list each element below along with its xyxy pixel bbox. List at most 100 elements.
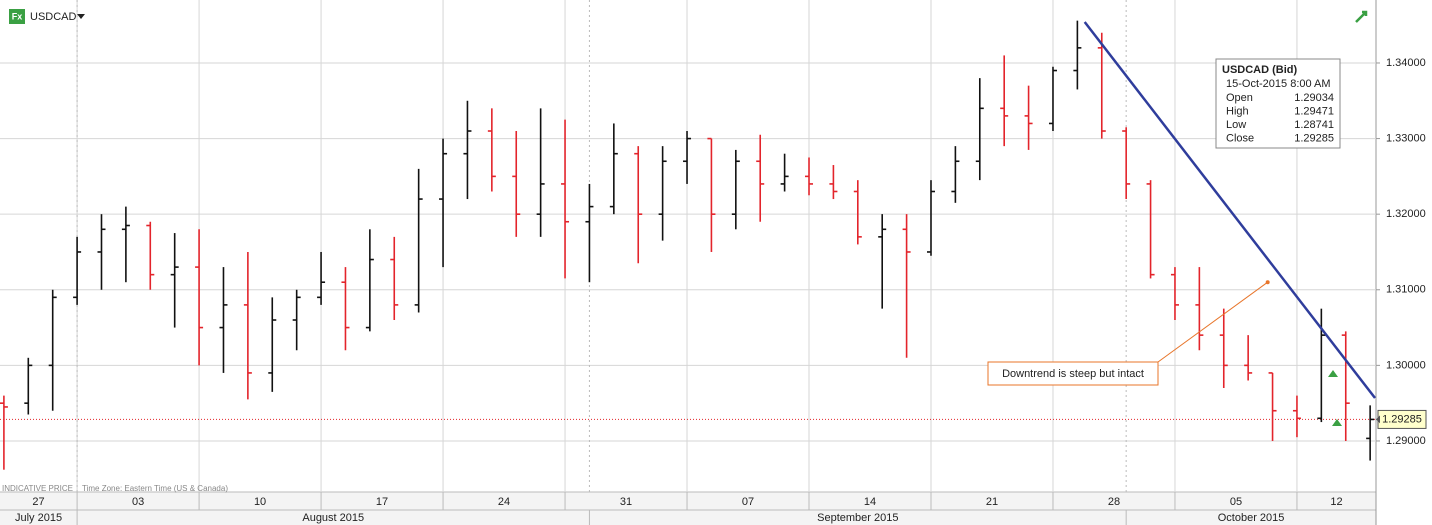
footer-text: INDICATIVE PRICE: [2, 484, 73, 493]
annotation-text: Downtrend is steep but intact: [1002, 368, 1144, 380]
ohlc-bar: [1122, 127, 1131, 200]
y-tick-label: 1.30000: [1386, 359, 1426, 371]
ohlc-bar: [292, 289, 301, 351]
trendline[interactable]: [1083, 21, 1377, 399]
ohlc-bar: [585, 183, 594, 283]
tooltip-label: Low: [1226, 119, 1246, 131]
ohlc-bar: [609, 123, 618, 215]
ohlc-bar: [48, 289, 57, 411]
ohlc-bar: [1146, 180, 1155, 279]
ohlc-bar: [683, 131, 692, 184]
ohlc-bar: [536, 108, 545, 237]
tooltip-label: Open: [1226, 92, 1253, 104]
tooltip-label: High: [1226, 105, 1249, 117]
x-tick-label: 31: [620, 496, 632, 508]
month-label: August 2015: [302, 512, 364, 524]
annotation-box[interactable]: [987, 361, 1159, 386]
ohlc-bar: [902, 214, 911, 358]
tooltip-value: 1.29034: [1294, 92, 1334, 104]
month-label: July 2015: [15, 512, 62, 524]
y-tick-label: 1.31000: [1386, 284, 1426, 296]
symbol-title[interactable]: USDCAD: [30, 11, 77, 23]
ohlc-bar: [658, 146, 667, 241]
y-tick-label: 1.33000: [1386, 132, 1426, 144]
ohlc-bar: [878, 214, 887, 309]
ohlc-bar: [1292, 395, 1301, 438]
last-price-label: 1.29285: [1382, 413, 1422, 425]
annotation-leader: [1157, 281, 1268, 363]
x-tick-label: 17: [376, 496, 388, 508]
trend-icon[interactable]: [1355, 10, 1368, 23]
ohlc-bar: [707, 137, 716, 252]
ohlc-bar: [390, 236, 399, 321]
ohlc-bar: [829, 165, 838, 200]
tooltip: USDCAD (Bid) 15-Oct-2015 8:00 AM Open 1.290…: [1215, 58, 1341, 149]
tooltip-label: Close: [1226, 132, 1254, 144]
ohlc-bar: [317, 251, 326, 305]
labels: 1.29000 1.30000 1.31000 1.32000 1.33000 1.340…: [15, 57, 1427, 524]
x-tick-label: 14: [864, 496, 876, 508]
marks: [0, 20, 1377, 470]
last-price-pointer: [1376, 415, 1380, 424]
ohlc-bar: [365, 229, 374, 332]
tooltip-value: 1.29471: [1294, 105, 1334, 117]
ohlc-bar: [805, 157, 814, 196]
ohlc-bar: [1097, 32, 1106, 139]
event-marker[interactable]: [1328, 370, 1338, 377]
x-tick-label: 07: [742, 496, 754, 508]
ohlc-bar: [975, 78, 984, 181]
ohlc-bar: [195, 229, 204, 366]
ohlc-bar: [951, 146, 960, 203]
ohlc-bar: [1268, 372, 1277, 441]
ohlc-bar: [1195, 267, 1204, 351]
ohlc-bar: [1000, 55, 1009, 147]
ohlc-bar: [24, 357, 33, 415]
tooltip-title: USDCAD (Bid): [1222, 64, 1297, 76]
ohlc-bar: [1219, 308, 1228, 389]
symbol-icon[interactable]: [9, 9, 25, 24]
x-axis-band: [0, 492, 1376, 525]
ohlc-bar: [780, 153, 789, 192]
ohlc-bar: [487, 108, 496, 192]
ohlc-bar: [634, 146, 643, 264]
month-label: October 2015: [1218, 512, 1285, 524]
ohlc-bar: [341, 267, 350, 351]
ohlc-bar: [926, 180, 935, 256]
ohlc-bar: [439, 138, 448, 268]
ohlc-bar: [414, 168, 423, 313]
annotation-anchor: [1265, 280, 1270, 285]
ohlc-bar: [1048, 66, 1057, 132]
ohlc-bar: [146, 221, 155, 290]
x-tick-label: 24: [498, 496, 510, 508]
ohlc-bar: [1244, 335, 1253, 381]
tooltip-date: 15-Oct-2015 8:00 AM: [1226, 78, 1331, 90]
ohlc-bar: [243, 251, 252, 400]
x-tick-label: 05: [1230, 496, 1242, 508]
y-tick-label: 1.32000: [1386, 208, 1426, 220]
tooltip-value: 1.29285: [1294, 132, 1334, 144]
ohlc-bar: [170, 233, 179, 328]
timezone-text: Time Zone: Eastern Time (US & Canada): [82, 484, 228, 493]
ohlc-bar: [219, 267, 228, 373]
ohlc-bar: [1073, 20, 1082, 90]
ohlc-bar: [1366, 405, 1375, 461]
ohlc-bar: [97, 214, 106, 290]
ohlc-bar: [853, 180, 862, 245]
ohlc-bar: [1024, 85, 1033, 150]
x-tick-label: 10: [254, 496, 266, 508]
ohlc-bar: [0, 395, 8, 470]
ohlc-bar: [268, 297, 277, 392]
event-marker[interactable]: [1332, 419, 1342, 426]
symbol-icon-text: Fx: [12, 11, 23, 21]
tooltip-box: [1215, 58, 1341, 149]
y-tick-label: 1.29000: [1386, 435, 1426, 447]
dropdown-arrow[interactable]: [77, 14, 85, 19]
ohlc-bar: [121, 206, 130, 283]
month-label: September 2015: [817, 512, 898, 524]
tooltip-value: 1.28741: [1294, 119, 1334, 131]
ohlc-bar: [561, 119, 570, 279]
ohlc-bar: [1341, 331, 1350, 441]
x-tick-label: 12: [1330, 496, 1342, 508]
